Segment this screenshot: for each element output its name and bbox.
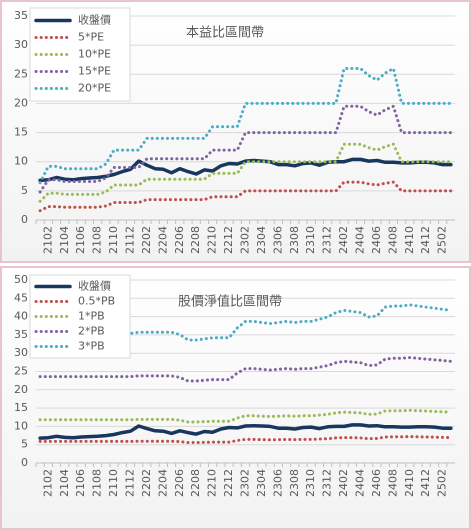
series-line <box>38 180 453 213</box>
x-tick-label: 2112 <box>123 469 136 497</box>
x-tick-label: 2104 <box>58 469 71 497</box>
series-line <box>38 104 453 194</box>
y-tick-label: 50 <box>14 273 28 286</box>
x-tick-label: 2306 <box>271 469 284 497</box>
y-tick-label: 35 <box>14 9 28 22</box>
legend-label: 2*PB <box>78 325 105 338</box>
series-line <box>38 435 453 444</box>
y-tick-label: 5 <box>21 438 28 451</box>
x-tick-label: 2408 <box>386 226 399 254</box>
x-tick-label: 2202 <box>140 469 153 497</box>
y-tick-label: 5 <box>21 184 28 197</box>
x-tick-label: 2204 <box>156 226 169 254</box>
x-tick-label: 2312 <box>321 469 334 497</box>
y-tick-label: 30 <box>14 346 28 359</box>
legend-label: 15*PE <box>78 65 111 78</box>
x-tick-label: 2310 <box>304 469 317 497</box>
x-tick-label: 2110 <box>107 226 120 254</box>
x-tick-label: 2212 <box>222 226 235 254</box>
x-tick-label: 2410 <box>403 469 416 497</box>
x-tick-label: 2112 <box>123 226 136 254</box>
x-tick-label: 2212 <box>222 469 235 497</box>
x-tick-label: 2104 <box>58 226 71 254</box>
series-line <box>38 423 453 440</box>
x-tick-label: 2406 <box>370 469 383 497</box>
legend-label: 3*PB <box>78 340 105 353</box>
legend-label: 收盤價 <box>78 13 111 27</box>
legend-label: 1*PB <box>78 310 105 323</box>
x-tick-label: 2208 <box>189 226 202 254</box>
x-tick-label: 2502 <box>436 469 449 497</box>
x-tick-label: 2302 <box>239 226 252 254</box>
legend-label: 10*PE <box>78 48 111 61</box>
y-tick-label: 20 <box>14 96 28 109</box>
chart-title: 本益比區間帶 <box>186 26 264 41</box>
x-tick-label: 2204 <box>156 469 169 497</box>
series-line <box>38 303 453 342</box>
legend-label: 0.5*PB <box>78 295 115 308</box>
chart-title: 股價淨值比區間帶 <box>178 294 282 310</box>
y-tick-label: 45 <box>14 291 28 304</box>
y-tick-label: 0 <box>21 213 28 226</box>
series-line <box>38 356 453 383</box>
x-tick-label: 2412 <box>419 226 432 254</box>
x-tick-label: 2408 <box>386 469 399 497</box>
x-tick-label: 2308 <box>288 226 301 254</box>
x-tick-label: 2106 <box>74 469 87 497</box>
x-tick-label: 2202 <box>140 226 153 254</box>
x-tick-label: 2402 <box>337 469 350 497</box>
x-tick-label: 2404 <box>354 226 367 254</box>
x-tick-label: 2404 <box>354 469 367 497</box>
y-tick-label: 40 <box>14 310 28 323</box>
y-tick-label: 0 <box>21 456 28 469</box>
y-tick-label: 25 <box>14 365 28 378</box>
series-line <box>38 142 453 203</box>
x-tick-label: 2102 <box>41 226 54 254</box>
y-tick-label: 10 <box>14 419 28 432</box>
x-tick-label: 2410 <box>403 226 416 254</box>
x-tick-label: 2306 <box>271 226 284 254</box>
legend-label: 20*PE <box>78 82 111 95</box>
x-tick-label: 2102 <box>41 469 54 497</box>
legend-label: 5*PE <box>78 31 104 44</box>
x-tick-label: 2402 <box>337 226 350 254</box>
y-tick-label: 15 <box>14 126 28 139</box>
x-tick-label: 2208 <box>189 469 202 497</box>
y-tick-label: 25 <box>14 67 28 80</box>
y-tick-label: 20 <box>14 383 28 396</box>
x-tick-label: 2106 <box>74 226 87 254</box>
x-tick-label: 2206 <box>173 469 186 497</box>
y-tick-label: 15 <box>14 401 28 414</box>
x-tick-label: 2108 <box>91 226 104 254</box>
y-tick-label: 10 <box>14 155 28 168</box>
x-tick-label: 2502 <box>436 226 449 254</box>
x-tick-label: 2308 <box>288 469 301 497</box>
x-tick-label: 2210 <box>206 469 219 497</box>
x-tick-label: 2210 <box>206 226 219 254</box>
x-tick-label: 2110 <box>107 469 120 497</box>
legend-label: 收盤價 <box>78 279 111 293</box>
x-tick-label: 2310 <box>304 226 317 254</box>
x-tick-label: 2302 <box>239 469 252 497</box>
x-tick-label: 2406 <box>370 226 383 254</box>
x-tick-label: 2206 <box>173 226 186 254</box>
series-line <box>38 67 453 185</box>
x-tick-label: 2312 <box>321 226 334 254</box>
y-tick-label: 35 <box>14 328 28 341</box>
x-tick-label: 2412 <box>419 469 432 497</box>
x-tick-label: 2304 <box>255 226 268 254</box>
x-tick-label: 2304 <box>255 469 268 497</box>
y-tick-label: 30 <box>14 38 28 51</box>
x-tick-label: 2108 <box>91 469 104 497</box>
